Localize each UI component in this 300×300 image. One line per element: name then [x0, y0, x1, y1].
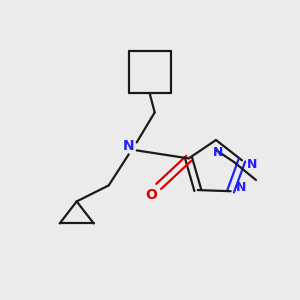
Text: N: N	[247, 158, 257, 171]
Text: O: O	[145, 188, 157, 203]
Text: N: N	[123, 140, 134, 153]
Text: N: N	[236, 181, 246, 194]
Text: N: N	[213, 146, 223, 158]
